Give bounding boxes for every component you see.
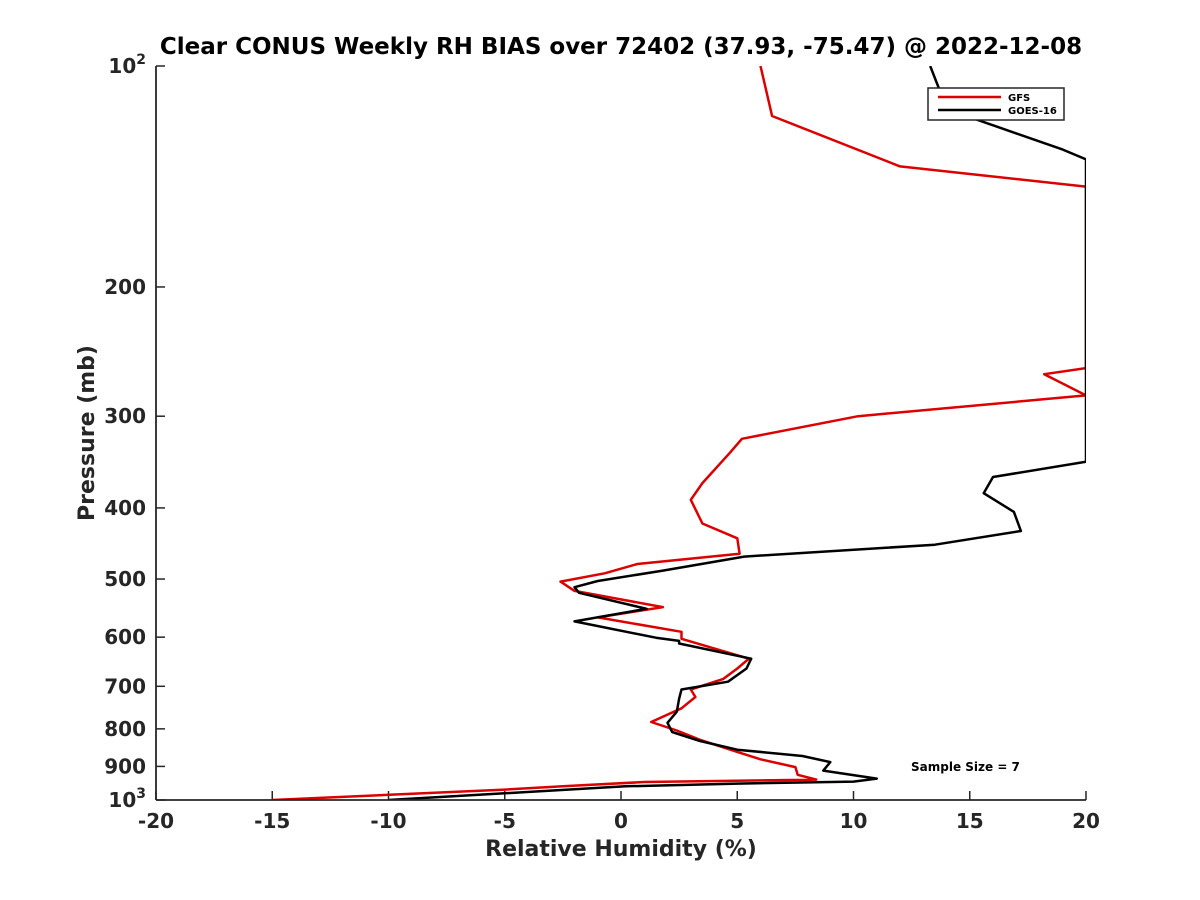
y-tick-label: 600	[104, 625, 146, 649]
legend-label-goes-16: GOES-16	[1008, 106, 1057, 117]
x-axis-ticks: -20 -15 -10 -5 0 5 10 15 20	[138, 791, 1100, 833]
legend-label-gfs: GFS	[1008, 93, 1030, 104]
x-tick-label: -15	[254, 809, 290, 833]
y-tick-label: 200	[104, 275, 146, 299]
series-layer	[272, 66, 1086, 800]
x-tick-label: 0	[614, 809, 628, 833]
x-tick-label: -5	[494, 809, 516, 833]
y-axis-label: Pressure (mb)	[75, 345, 100, 521]
x-tick-label: 20	[1072, 809, 1100, 833]
y-tick-label: 800	[104, 717, 146, 741]
series-line-goes-16	[388, 66, 1086, 800]
y-tick-label: 102	[108, 52, 146, 78]
y-tick-label: 500	[104, 567, 146, 591]
chart-title: Clear CONUS Weekly RH BIAS over 72402 (3…	[160, 34, 1082, 60]
x-tick-label: 5	[730, 809, 744, 833]
legend: GFS GOES-16	[927, 87, 1065, 121]
legend-box	[927, 87, 1065, 121]
y-axis-ticks: 102 200 300 400 500 600 700 800 900 103	[104, 52, 165, 812]
axes-frame	[155, 66, 1086, 801]
sample-size-annotation: Sample Size = 7	[911, 760, 1020, 774]
series-line-gfs	[272, 66, 1086, 800]
y-tick-label: 103	[108, 786, 146, 812]
x-tick-label: 10	[840, 809, 868, 833]
y-tick-label: 400	[104, 496, 146, 520]
x-tick-label: 15	[956, 809, 984, 833]
x-axis-label: Relative Humidity (%)	[485, 837, 757, 862]
x-tick-label: -20	[138, 809, 174, 833]
y-tick-label: 700	[104, 674, 146, 698]
y-tick-label: 900	[104, 754, 146, 778]
x-tick-label: -10	[370, 809, 406, 833]
y-tick-label: 300	[104, 404, 146, 428]
